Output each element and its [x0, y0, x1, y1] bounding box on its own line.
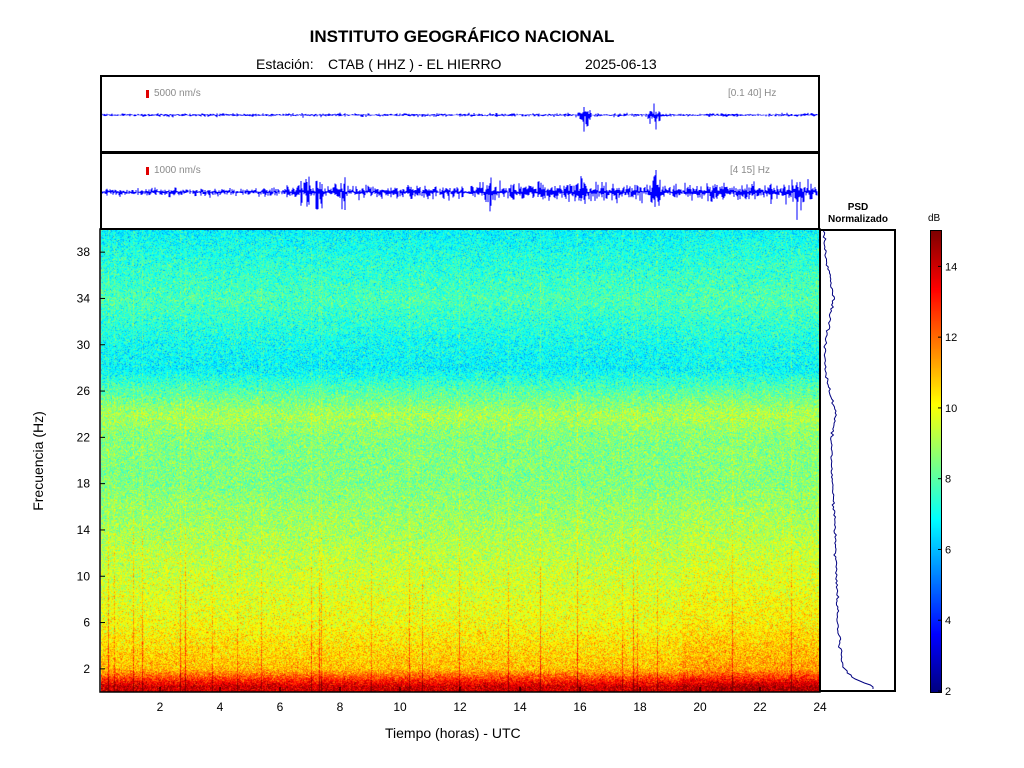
page-title: INSTITUTO GEOGRÁFICO NACIONAL: [309, 27, 615, 46]
y-tick-label: 26: [77, 384, 91, 398]
colorbar-label: dB: [928, 213, 941, 224]
colorbar-tick-label: 10: [945, 403, 957, 415]
x-tick-label: 8: [337, 700, 344, 714]
colorbar-tick-label: 4: [945, 615, 951, 627]
y-tick-label: 6: [83, 616, 90, 630]
x-tick-label: 6: [277, 700, 284, 714]
colorbar-tick-label: 6: [945, 544, 951, 556]
scale-label-1: 5000 nm/s: [154, 88, 201, 99]
x-tick-label: 14: [513, 700, 527, 714]
psd-title-line1: PSD: [847, 202, 869, 213]
x-tick-label: 10: [393, 700, 407, 714]
psd-title-line2: Normalizado: [827, 214, 888, 225]
date-label: 2025-06-13: [585, 56, 657, 72]
colorbar-tick-label: 12: [945, 332, 957, 344]
y-tick-label: 38: [77, 245, 91, 259]
trace-line-broadband: [102, 103, 818, 132]
band-label-2: [4 15] Hz: [730, 165, 771, 176]
colorbar-tick-label: 8: [945, 474, 951, 486]
psd-title: PSD Normalizado: [818, 202, 898, 226]
y-tick-label: 30: [77, 338, 91, 352]
x-tick-label: 12: [453, 700, 467, 714]
station-label: Estación:: [256, 56, 314, 72]
scale-label-2: 1000 nm/s: [154, 165, 201, 176]
spectrogram-heatmap: [101, 230, 820, 692]
y-tick-label: 22: [77, 430, 91, 444]
y-tick-label: 2: [83, 662, 90, 676]
x-tick-label: 4: [217, 700, 224, 714]
band-label-1: [0.1 40] Hz: [728, 88, 777, 99]
y-tick-label: 34: [77, 291, 91, 305]
trace-svg-2: [102, 170, 818, 220]
x-axis-label: Tiempo (horas) - UTC: [385, 725, 521, 741]
y-tick-label: 14: [77, 523, 91, 537]
colorbar-tick-label: 2: [945, 686, 951, 698]
scale-bar-1: [146, 90, 149, 98]
x-tick-label: 2: [157, 700, 164, 714]
y-axis-label: Frecuencia (Hz): [30, 411, 46, 511]
trace-panel-filtered: 1000 nm/s [4 15] Hz: [100, 152, 820, 230]
x-tick-label: 18: [633, 700, 647, 714]
station-name: CTAB ( HHZ ) - EL HIERRO: [328, 56, 502, 72]
trace-svg-1: [102, 103, 818, 132]
y-tick-label: 18: [77, 477, 91, 491]
x-tick-label: 20: [693, 700, 707, 714]
colorbar: [930, 230, 942, 693]
x-tick-label: 22: [753, 700, 767, 714]
x-tick-label: 16: [573, 700, 587, 714]
psd-curve: [822, 231, 874, 689]
colorbar-tick-label: 14: [945, 261, 957, 273]
y-tick-label: 10: [77, 569, 91, 583]
psd-panel: [819, 229, 896, 692]
x-tick-label: 24: [813, 700, 827, 714]
trace-panel-broadband: 5000 nm/s [0.1 40] Hz: [100, 75, 820, 153]
trace-line-filtered: [102, 170, 818, 220]
scale-bar-2: [146, 167, 149, 175]
